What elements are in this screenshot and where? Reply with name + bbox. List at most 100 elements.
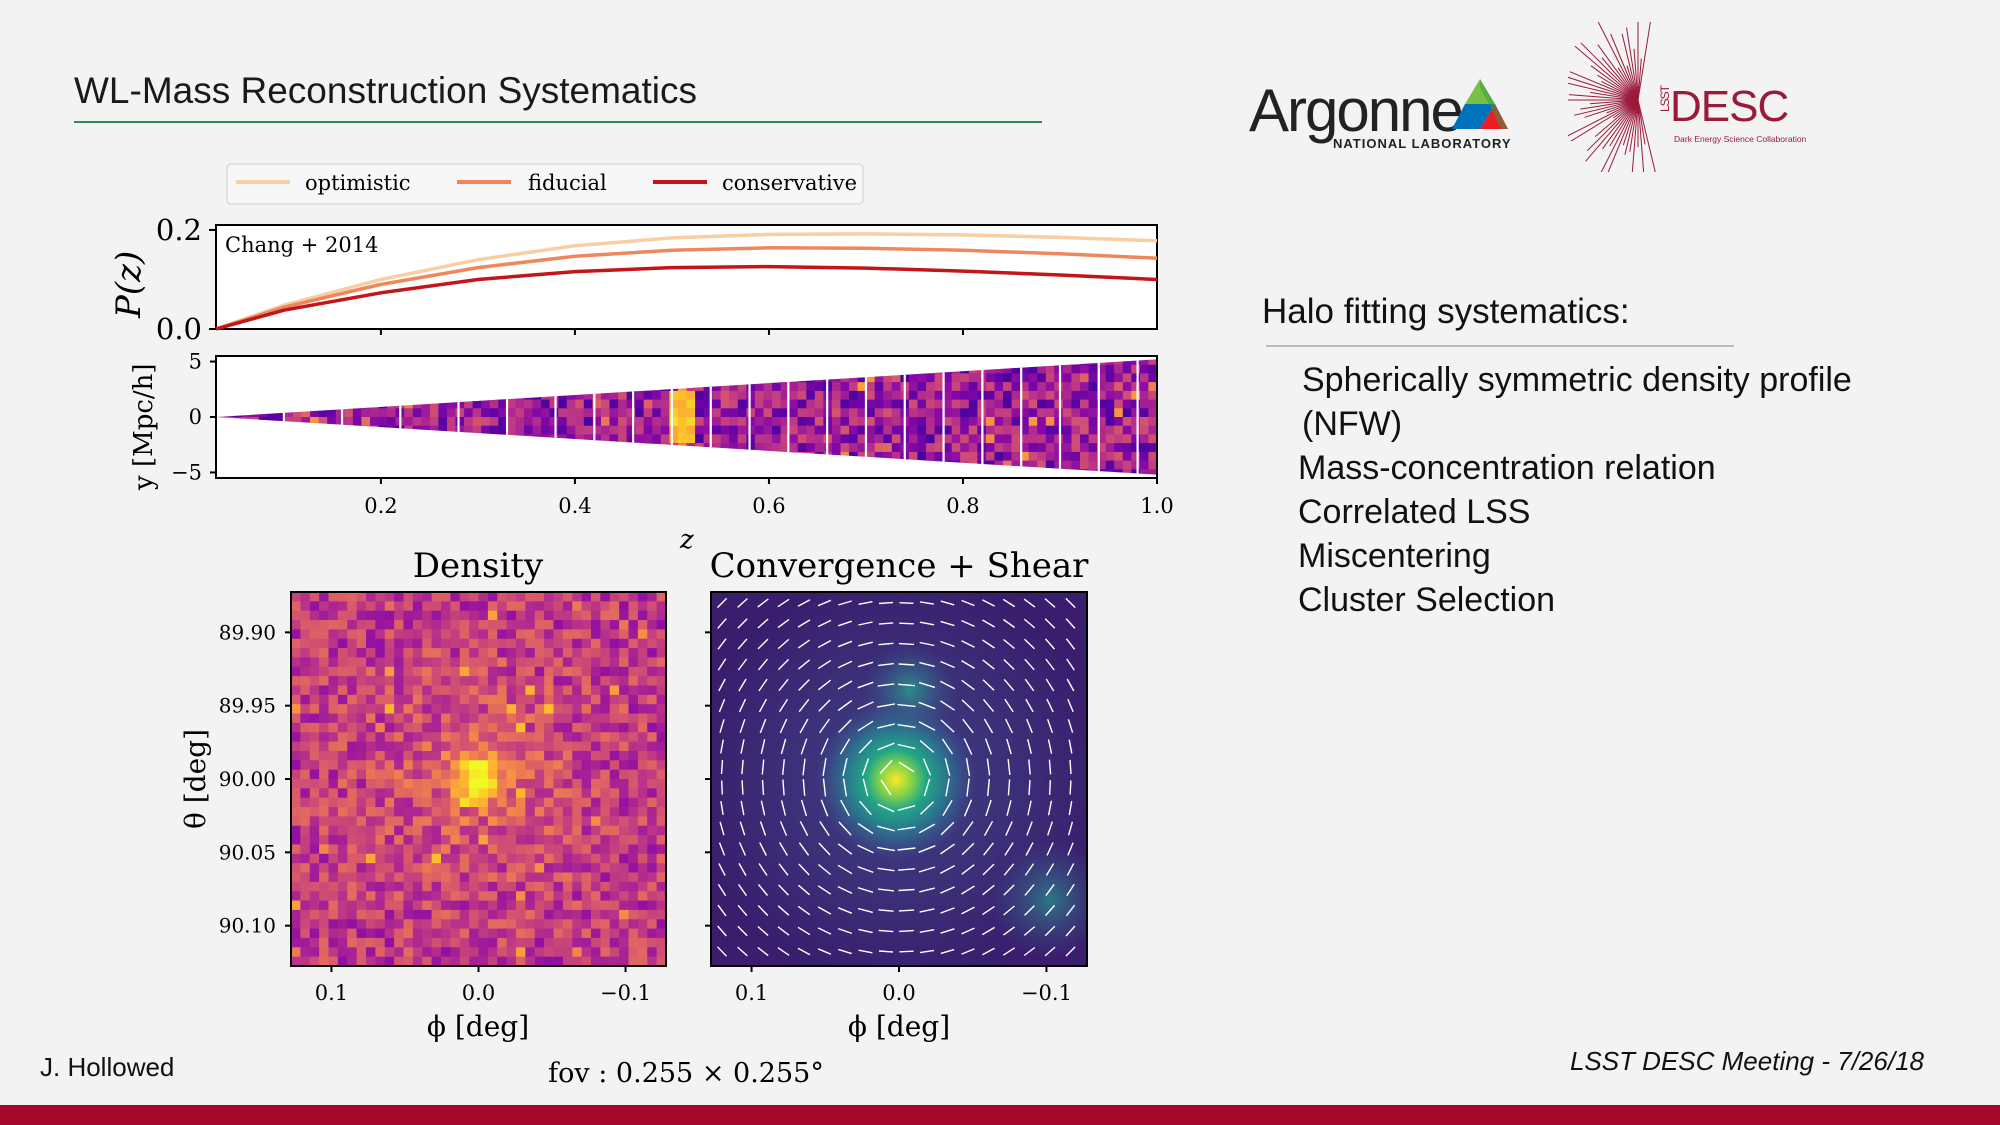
- lightcone-cell: [1148, 425, 1157, 435]
- density-cell: [506, 704, 517, 714]
- density-cell: [441, 797, 451, 808]
- lightcone-cell: [1097, 364, 1107, 374]
- density-cell: [581, 779, 592, 789]
- lightcone-cell: [772, 434, 782, 444]
- lightcone-cell: [1097, 399, 1107, 409]
- density-cell: [525, 657, 536, 668]
- density-cell: [581, 919, 592, 929]
- lightcone-cell: [1020, 417, 1030, 427]
- density-cell: [441, 844, 451, 855]
- footer-bar: [0, 1105, 2000, 1125]
- density-cell: [441, 713, 451, 724]
- density-cell: [600, 694, 611, 705]
- density-cell: [441, 835, 451, 845]
- density-cell: [412, 900, 423, 911]
- density-cell: [506, 638, 517, 649]
- density-cell: [647, 750, 658, 761]
- density-cell: [309, 881, 320, 892]
- density-cell: [516, 853, 526, 864]
- lightcone-cell: [1062, 460, 1072, 470]
- density-cell: [300, 629, 311, 640]
- density-cell: [328, 648, 339, 658]
- density-cell: [366, 909, 376, 920]
- density-cell: [600, 797, 611, 808]
- lightcone-cell: [1139, 373, 1149, 383]
- density-cell: [591, 928, 601, 939]
- lightcone-cell: [1114, 460, 1124, 470]
- density-cell: [450, 853, 461, 864]
- lightcone-cell: [643, 417, 653, 427]
- density-cell: [337, 732, 348, 742]
- density-cell: [422, 666, 433, 677]
- lightcone-cell: [1037, 443, 1047, 453]
- lightcone-cell: [737, 443, 747, 453]
- density-cell: [469, 835, 479, 845]
- lightcone-cell: [695, 399, 705, 409]
- shear-stick: [797, 947, 811, 956]
- lightcone-cell: [344, 408, 354, 418]
- density-cell: [487, 666, 498, 677]
- density-cell: [347, 947, 358, 958]
- density-cell: [384, 844, 395, 855]
- density-cell: [516, 769, 526, 780]
- density-cell: [600, 909, 611, 920]
- lightcone-cell: [754, 382, 764, 392]
- density-cell: [431, 592, 442, 602]
- density-cell: [609, 676, 620, 686]
- density-cell: [366, 676, 376, 686]
- density-cell: [637, 956, 648, 966]
- lightcone-cell: [532, 399, 542, 409]
- density-cell: [403, 704, 414, 714]
- lightcone-cell: [917, 417, 927, 427]
- density-cell: [544, 891, 554, 901]
- shear-stick: [1006, 800, 1012, 816]
- density-cell: [544, 750, 554, 761]
- density-cell: [300, 610, 311, 621]
- shear-stick: [840, 799, 850, 817]
- shear-stick: [919, 740, 935, 753]
- density-cell: [450, 592, 461, 602]
- lightcone-cell: [1071, 434, 1081, 444]
- lightcone-cell: [506, 399, 516, 409]
- density-cell: [431, 750, 442, 761]
- shear-stick: [1068, 800, 1073, 816]
- density-cell: [319, 648, 329, 658]
- density-cell: [544, 816, 554, 827]
- density-cell: [431, 760, 442, 771]
- density-cell: [412, 657, 423, 668]
- density-cell: [356, 900, 367, 911]
- density-cell: [656, 825, 666, 836]
- shear-stick: [1023, 618, 1036, 629]
- lightcone-cell: [883, 434, 893, 444]
- shear-stick: [1067, 719, 1074, 733]
- density-cell: [609, 825, 620, 836]
- density-cell: [441, 928, 451, 939]
- starburst-ray: [1597, 99, 1639, 180]
- density-cell: [337, 620, 348, 630]
- lightcone-cell: [1054, 434, 1064, 444]
- lightcone-cell: [943, 382, 953, 392]
- density-cell: [375, 835, 386, 845]
- density-cell: [544, 760, 554, 771]
- lightcone-cell: [729, 382, 739, 392]
- density-cell: [581, 760, 592, 771]
- lightcone-cell: [335, 408, 345, 418]
- lightcone-cell: [1097, 425, 1107, 435]
- shear-stick: [1027, 800, 1032, 816]
- density-cell: [356, 648, 367, 658]
- lightcone-cell: [866, 382, 876, 392]
- density-cell: [628, 638, 639, 649]
- density-cell: [553, 638, 564, 649]
- shear-stick: [899, 950, 914, 953]
- density-cell: [656, 694, 666, 705]
- density-cell: [609, 900, 620, 911]
- starburst-ray: [1580, 99, 1639, 110]
- starburst-ray: [1601, 57, 1639, 101]
- density-cell: [506, 592, 517, 602]
- density-cell: [544, 676, 554, 686]
- density-cell: [506, 900, 517, 911]
- lightcone-xtick-label: 0.4: [558, 494, 591, 518]
- lightcone-cell: [1054, 460, 1064, 470]
- density-cell: [656, 891, 666, 901]
- shear-stick: [982, 884, 995, 896]
